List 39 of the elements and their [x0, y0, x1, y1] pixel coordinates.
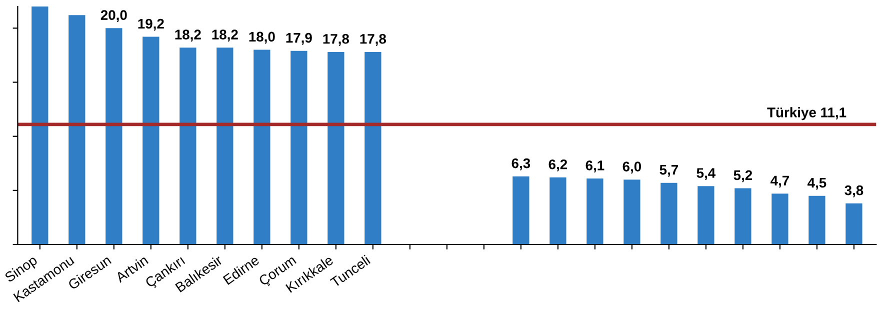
bar — [180, 48, 196, 244]
bar — [254, 50, 270, 244]
data-label: 5,7 — [660, 164, 678, 177]
data-label: 6,0 — [622, 162, 642, 174]
bar — [328, 52, 344, 244]
bar — [106, 28, 122, 244]
bar — [32, 6, 48, 244]
bar — [734, 188, 752, 244]
data-label: 19,2 — [138, 18, 164, 31]
data-label: 20,0 — [100, 10, 127, 22]
bar — [586, 178, 604, 244]
data-label: 18,0 — [249, 32, 275, 44]
data-label: 6,3 — [512, 158, 530, 170]
bar — [216, 48, 234, 244]
bar — [142, 36, 160, 244]
data-label: 4,7 — [770, 176, 789, 188]
bar — [698, 186, 714, 244]
data-label: 17,9 — [286, 32, 312, 45]
data-label: 3,8 — [844, 185, 864, 198]
bar — [624, 180, 640, 244]
data-label: 5,2 — [734, 170, 752, 182]
bar — [68, 15, 86, 244]
data-label: 18,2 — [175, 30, 201, 42]
bar — [364, 52, 382, 244]
bar — [512, 176, 530, 244]
bar — [846, 203, 862, 244]
bar — [660, 182, 678, 244]
bar — [808, 196, 826, 244]
data-label: 6,2 — [548, 159, 568, 172]
bar — [290, 50, 308, 244]
bar — [772, 194, 788, 244]
data-label: 4,5 — [808, 178, 826, 190]
data-label: 5,4 — [696, 168, 716, 180]
data-label: 17,8 — [323, 34, 350, 46]
data-label: 18,2 — [212, 30, 238, 42]
data-label: 17,8 — [360, 34, 386, 46]
ref-line-label: Türkiye 11,1 — [767, 107, 846, 120]
bar — [550, 177, 566, 244]
data-label: 6,1 — [586, 160, 604, 172]
